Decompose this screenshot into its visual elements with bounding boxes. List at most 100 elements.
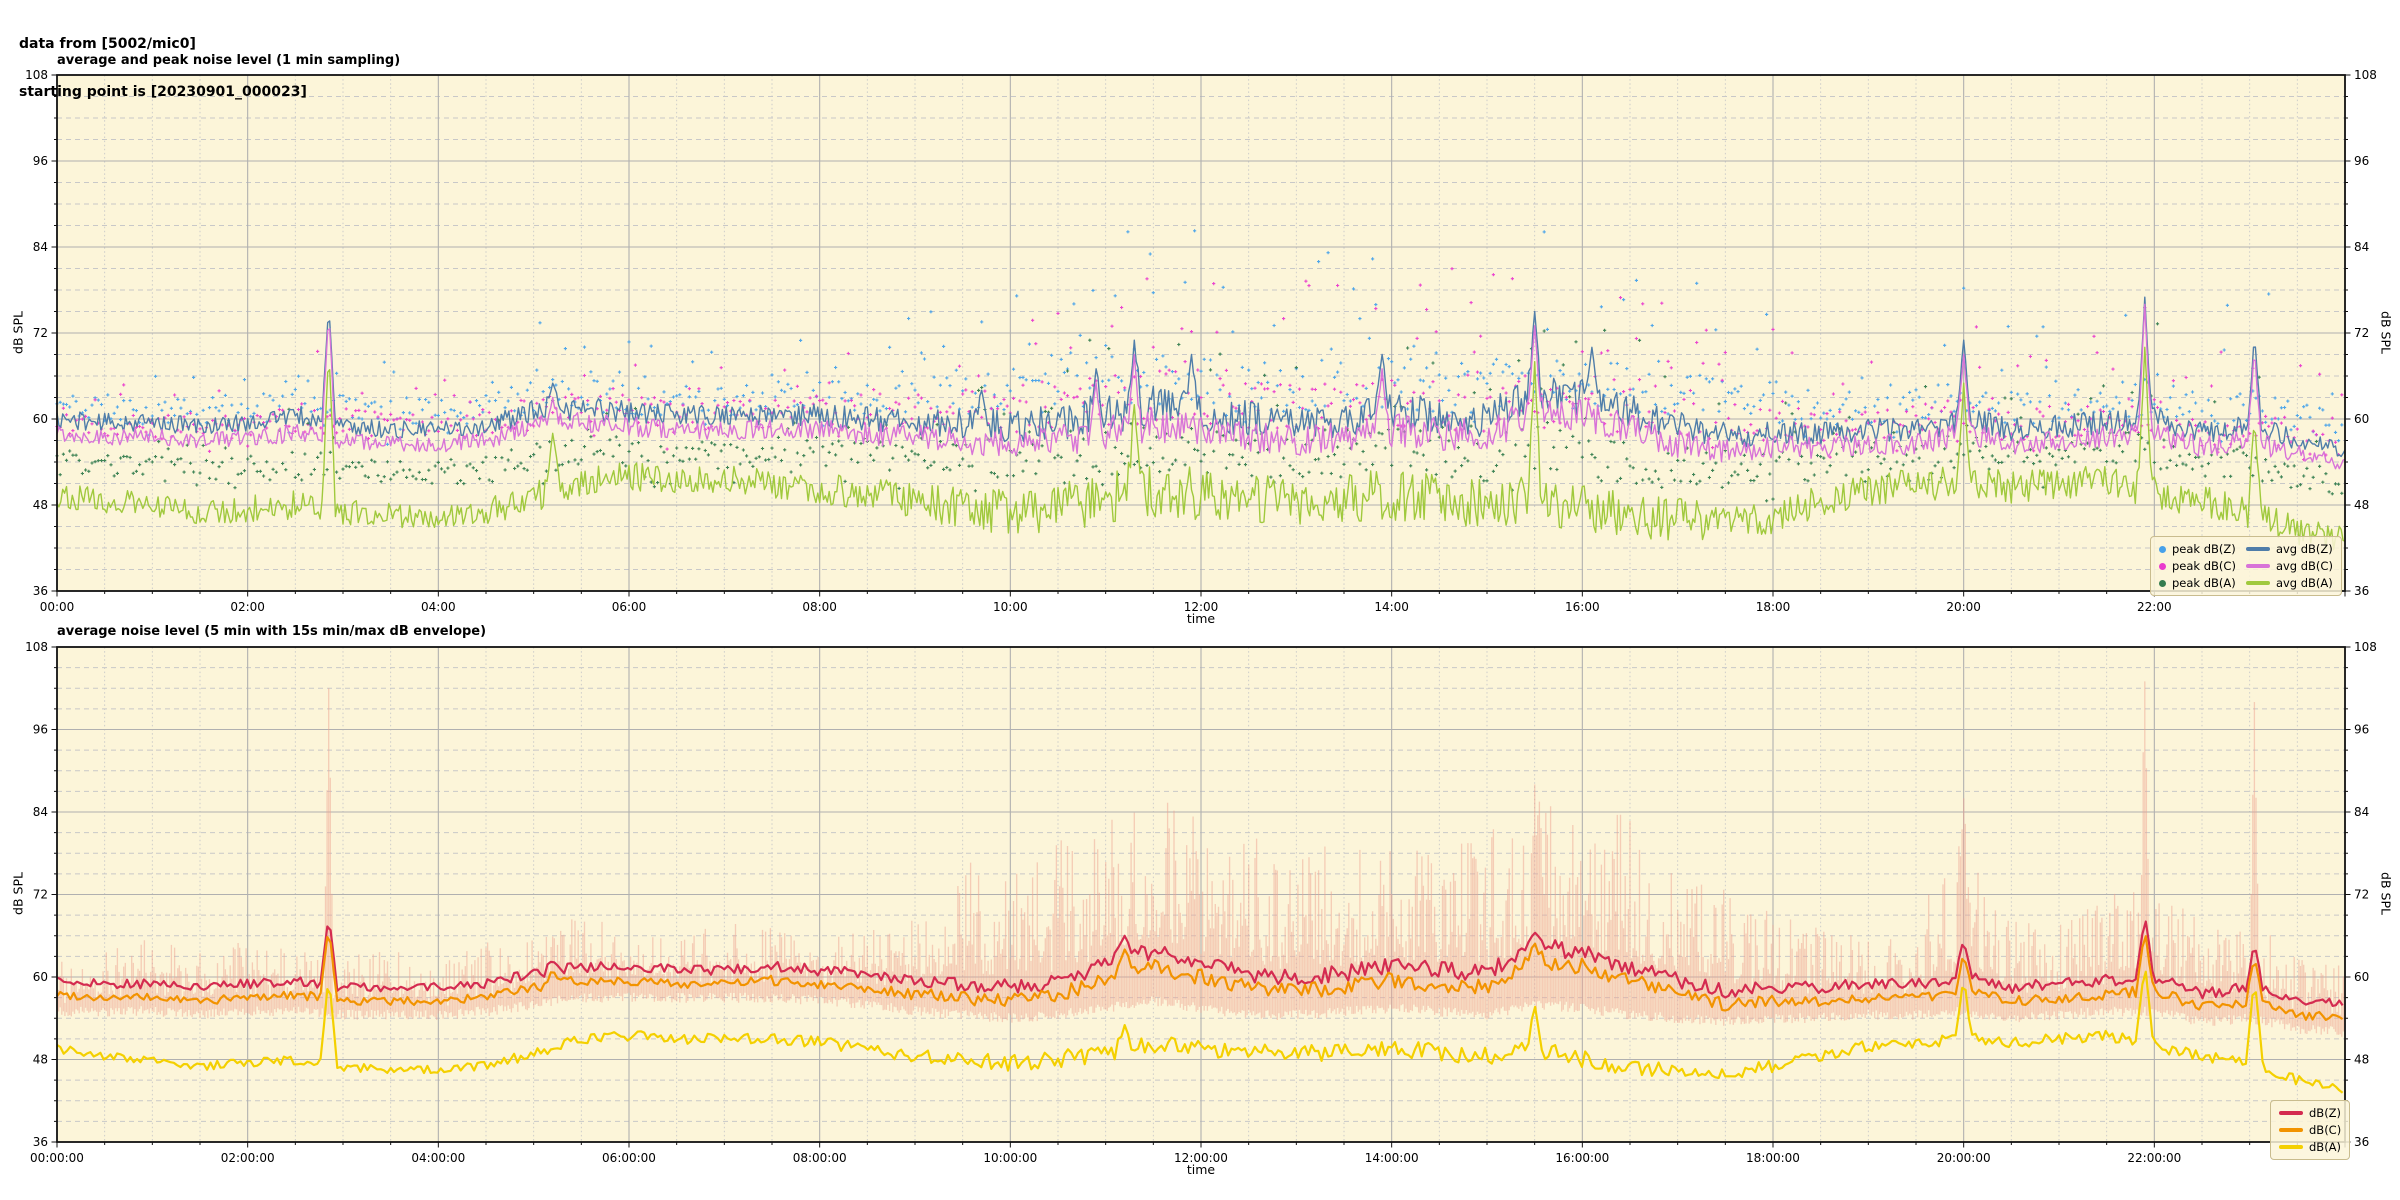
legend-line-marker <box>2279 1128 2303 1132</box>
svg-text:108: 108 <box>25 68 48 82</box>
chart1-title: average and peak noise level (1 min samp… <box>57 53 401 68</box>
svg-text:96: 96 <box>33 723 48 737</box>
legend-dot-marker <box>2159 562 2166 570</box>
svg-text:60: 60 <box>33 970 48 984</box>
chart2-xlabel: time <box>1186 1162 1216 1177</box>
legend-entry: peak dB(Z) <box>2159 541 2236 557</box>
svg-text:06:00: 06:00 <box>612 600 647 614</box>
chart2-ylabel-left: dB SPL <box>10 872 26 915</box>
svg-text:84: 84 <box>33 805 48 819</box>
header-line1: data from [5002/mic0] <box>19 36 196 52</box>
svg-text:48: 48 <box>33 1053 48 1067</box>
legend-entry: peak dB(C) <box>2159 558 2236 574</box>
legend-line-marker <box>2279 1145 2303 1149</box>
header-line2: starting point is [20230901_000023] <box>19 84 307 100</box>
svg-text:12:00: 12:00 <box>1184 600 1219 614</box>
svg-text:08:00:00: 08:00:00 <box>793 1151 847 1165</box>
svg-text:14:00:00: 14:00:00 <box>1365 1151 1419 1165</box>
svg-text:48: 48 <box>2354 1053 2369 1067</box>
chart2-legend: dB(Z) dB(C) dB(A) <box>2270 1100 2351 1160</box>
legend-column: avg dB(Z) avg dB(C) avg dB(A) <box>2245 541 2333 591</box>
header: data from [5002/mic0] starting point is … <box>19 4 307 132</box>
legend-label: peak dB(Z) <box>2172 542 2236 556</box>
svg-text:96: 96 <box>2354 723 2369 737</box>
legend-label: dB(Z) <box>2309 1106 2342 1120</box>
legend-label: avg dB(C) <box>2275 559 2333 573</box>
series-line <box>56 346 2346 551</box>
legend-entry: avg dB(C) <box>2245 558 2333 574</box>
svg-text:04:00:00: 04:00:00 <box>411 1151 465 1165</box>
svg-text:84: 84 <box>2354 805 2369 819</box>
svg-text:22:00:00: 22:00:00 <box>2127 1151 2181 1165</box>
legend-line-marker <box>2245 581 2270 585</box>
svg-text:18:00: 18:00 <box>1756 600 1791 614</box>
legend-column: dB(Z) dB(C) dB(A) <box>2279 1105 2341 1155</box>
svg-text:72: 72 <box>2354 326 2369 340</box>
series-line <box>56 970 2344 1094</box>
svg-text:10:00:00: 10:00:00 <box>983 1151 1037 1165</box>
svg-text:16:00: 16:00 <box>1565 600 1600 614</box>
svg-text:72: 72 <box>33 888 48 902</box>
svg-text:00:00: 00:00 <box>40 600 75 614</box>
svg-text:108: 108 <box>2354 68 2377 82</box>
svg-text:20:00:00: 20:00:00 <box>1937 1151 1991 1165</box>
svg-text:48: 48 <box>2354 498 2369 512</box>
svg-text:16:00:00: 16:00:00 <box>1555 1151 1609 1165</box>
series-line <box>56 920 2344 1007</box>
svg-text:60: 60 <box>2354 412 2369 426</box>
legend-line-marker <box>2245 547 2270 551</box>
series-line <box>56 935 2344 1021</box>
svg-text:02:00: 02:00 <box>230 600 265 614</box>
svg-text:02:00:00: 02:00:00 <box>221 1151 275 1165</box>
legend-column: peak dB(Z) peak dB(C) peak dB(A) <box>2159 541 2236 591</box>
chart2-title: average noise level (5 min with 15s min/… <box>57 624 487 639</box>
legend-dot-marker <box>2159 579 2166 587</box>
legend-entry: peak dB(A) <box>2159 575 2236 591</box>
svg-text:72: 72 <box>2354 888 2369 902</box>
svg-text:18:00:00: 18:00:00 <box>1746 1151 1800 1165</box>
svg-text:06:00:00: 06:00:00 <box>602 1151 656 1165</box>
svg-text:14:00: 14:00 <box>1374 600 1409 614</box>
legend-dot-marker <box>2159 545 2166 553</box>
chart-2: 36 36 48 48 60 60 72 72 84 84 96 96 108 108 00:00:00 02… <box>25 640 2377 1165</box>
legend-line-marker <box>2245 564 2270 568</box>
chart1-xlabel: time <box>1186 611 1216 626</box>
svg-text:96: 96 <box>33 154 48 168</box>
legend-entry: avg dB(A) <box>2245 575 2333 591</box>
tick-labels: 36 36 48 48 60 60 72 72 84 84 96 96 108 108 00:00 02:00… <box>25 68 2377 614</box>
svg-text:36: 36 <box>33 584 48 598</box>
legend-label: peak dB(A) <box>2172 576 2236 590</box>
legend-entry: avg dB(Z) <box>2245 541 2333 557</box>
svg-text:84: 84 <box>2354 240 2369 254</box>
chart1-ylabel-right: dB SPL <box>2378 311 2394 354</box>
series-line <box>56 303 2346 470</box>
svg-text:36: 36 <box>2354 584 2369 598</box>
legend-entry: dB(C) <box>2279 1122 2341 1138</box>
legend-label: avg dB(Z) <box>2275 542 2333 556</box>
chart1-legend: peak dB(Z) peak dB(C) peak dB(A) avg dB(Z) a… <box>2150 536 2342 596</box>
svg-text:108: 108 <box>2354 640 2377 654</box>
chart1-ylabel-left: dB SPL <box>10 311 26 354</box>
legend-entry: dB(Z) <box>2279 1105 2341 1121</box>
svg-text:96: 96 <box>2354 154 2369 168</box>
svg-text:00:00:00: 00:00:00 <box>30 1151 84 1165</box>
chart-1: 36 36 48 48 60 60 72 72 84 84 96 96 108 108 00:00 02:00… <box>25 68 2377 614</box>
svg-text:20:00: 20:00 <box>1946 600 1981 614</box>
legend-entry: dB(A) <box>2279 1139 2341 1155</box>
svg-text:72: 72 <box>33 326 48 340</box>
legend-label: peak dB(C) <box>2172 559 2236 573</box>
svg-text:12:00:00: 12:00:00 <box>1174 1151 1228 1165</box>
chart2-ylabel-right: dB SPL <box>2378 872 2394 915</box>
svg-text:36: 36 <box>33 1135 48 1149</box>
svg-text:08:00: 08:00 <box>802 600 837 614</box>
svg-text:22:00: 22:00 <box>2137 600 2172 614</box>
tick-labels: 36 36 48 48 60 60 72 72 84 84 96 96 108 108 00:00:00 02… <box>25 640 2377 1165</box>
svg-text:48: 48 <box>33 498 48 512</box>
legend-line-marker <box>2279 1111 2303 1115</box>
svg-text:04:00: 04:00 <box>421 600 456 614</box>
svg-text:60: 60 <box>33 412 48 426</box>
legend-label: dB(A) <box>2309 1140 2342 1154</box>
ticks <box>51 646 2351 1148</box>
